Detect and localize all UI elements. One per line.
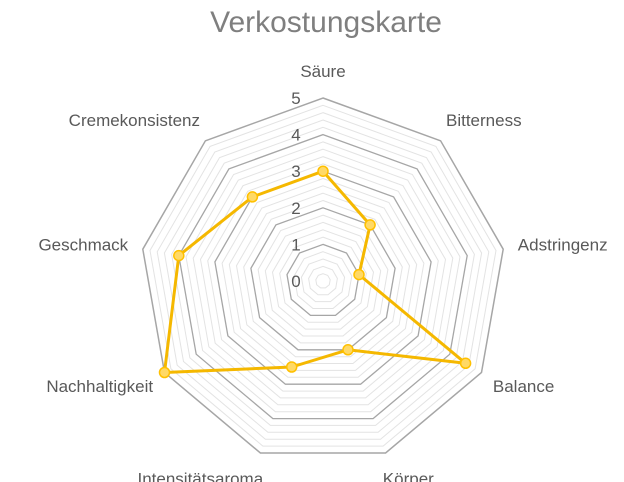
category-label: Geschmack: [38, 236, 128, 255]
minor-gridline: [149, 104, 497, 447]
minor-gridline: [243, 199, 403, 358]
major-gridline: [286, 243, 360, 317]
category-label: Bitterness: [446, 111, 522, 130]
data-point: [342, 344, 354, 356]
major-gridline: [214, 170, 432, 385]
minor-gridline: [192, 148, 454, 406]
minor-gridline: [315, 273, 331, 289]
category-label: Nachhaltigkeit: [46, 377, 153, 396]
category-label: Körper: [383, 469, 434, 482]
minor-gridline: [235, 192, 411, 364]
minor-gridline: [293, 251, 353, 309]
series-line: [163, 169, 468, 374]
category-label: Säure: [300, 62, 345, 81]
radar-grid: [142, 97, 504, 454]
minor-gridline: [221, 177, 425, 378]
tick-label: 4: [291, 126, 300, 145]
minor-gridline: [207, 163, 439, 392]
minor-gridline: [185, 141, 461, 413]
major-gridline: [178, 133, 468, 420]
minor-gridline: [279, 236, 367, 323]
tick-label: 0: [291, 272, 300, 291]
minor-gridline: [228, 185, 418, 371]
data-point: [364, 219, 376, 231]
data-point: [317, 165, 329, 177]
tick-label: 5: [291, 89, 300, 108]
radial-axis-ticks: 0 1 2 3 4 5: [291, 89, 300, 291]
series-layer: [158, 165, 472, 379]
category-label: Adstringenz: [518, 236, 608, 255]
major-gridline: [250, 207, 396, 351]
minor-gridline: [264, 221, 382, 337]
category-label: Intensitätsaroma: [138, 469, 264, 482]
data-point: [173, 249, 185, 262]
data-point: [353, 268, 365, 281]
minor-gridline: [308, 265, 338, 296]
category-labels: Säure Bitterness Adstringenz Balance Körper I…: [38, 62, 607, 482]
minor-gridline: [300, 258, 346, 303]
category-label: Cremekonsistenz: [69, 111, 200, 130]
minor-gridline: [163, 119, 483, 433]
data-point: [246, 191, 259, 203]
minor-gridline: [271, 229, 375, 330]
tick-label: 2: [291, 199, 300, 218]
data-point: [158, 366, 171, 379]
tick-label: 3: [291, 162, 300, 181]
data-point: [285, 361, 298, 373]
minor-gridline: [257, 214, 389, 344]
major-gridline: [142, 97, 504, 454]
data-point: [459, 357, 472, 370]
tick-label: 1: [291, 235, 300, 254]
minor-gridline: [171, 126, 475, 426]
category-label: Balance: [493, 377, 554, 396]
minor-gridline: [156, 112, 490, 440]
chart-title: Verkostungskarte: [210, 6, 442, 39]
